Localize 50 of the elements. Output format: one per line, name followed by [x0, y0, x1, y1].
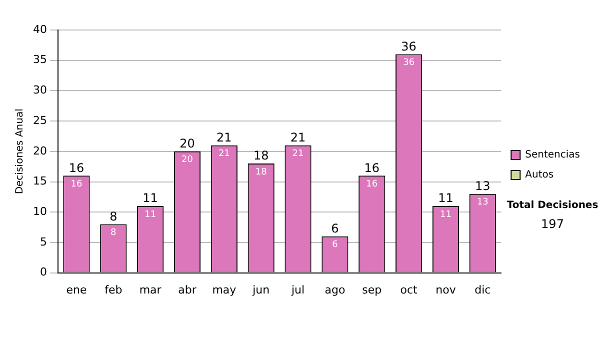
x-tick-label: mar	[139, 283, 162, 296]
x-tick-label: may	[212, 283, 237, 296]
data-label: 16	[70, 180, 82, 190]
y-axis-title: Decisiones Anual	[14, 108, 26, 194]
y-tick-label: 0	[40, 266, 47, 279]
x-tick-label: nov	[436, 283, 456, 296]
y-tick-label: 40	[32, 22, 47, 36]
y-tick-label: 5	[40, 235, 47, 248]
total-label: 21	[290, 130, 306, 144]
x-tick-label: oct	[400, 283, 418, 296]
y-tick-label: 20	[32, 144, 47, 158]
text: 197	[540, 217, 565, 231]
data-label: 36	[403, 58, 415, 68]
data-label: 16	[366, 180, 378, 190]
x-tick-label: ago	[324, 283, 346, 296]
legend-label: Sentencias	[525, 150, 580, 161]
y-tick-label: 10	[32, 204, 47, 218]
total-label: 20	[180, 136, 195, 151]
total-label: 36	[401, 39, 416, 54]
data-label: 20	[182, 155, 194, 166]
total-label: 8	[110, 209, 118, 224]
y-tick-label: 30	[32, 84, 47, 97]
total-label: 16	[364, 160, 380, 175]
total-label: 11	[438, 191, 454, 206]
x-tick-label: dic	[474, 283, 491, 296]
x-tick-label: jun	[252, 283, 270, 296]
data-label: 11	[440, 210, 452, 220]
y-tick-label: 25	[32, 114, 47, 127]
total-label: 13	[475, 179, 490, 194]
x-tick-label: jul	[290, 283, 305, 296]
y-tick-label: 15	[32, 174, 47, 188]
data-label: 21	[292, 149, 304, 160]
x-tick-label: abr	[178, 283, 197, 296]
legend-label: Autos	[525, 170, 554, 181]
data-label: 21	[218, 149, 230, 160]
x-tick-label: sep	[362, 283, 382, 296]
total-label: 11	[142, 191, 158, 206]
text: Total Decisiones	[506, 200, 600, 211]
data-label: 11	[144, 210, 156, 220]
data-label: 13	[476, 198, 488, 208]
total-label: 6	[331, 222, 339, 236]
total-label: 21	[216, 130, 232, 144]
data-label: 18	[255, 167, 268, 178]
x-tick-label: feb	[104, 283, 122, 296]
x-tick-label: ene	[66, 283, 87, 296]
data-label: 8	[110, 228, 117, 238]
data-label: 6	[332, 240, 338, 250]
total-label: 18	[253, 148, 269, 163]
y-tick-label: 35	[32, 53, 47, 66]
total-label: 16	[68, 160, 84, 175]
